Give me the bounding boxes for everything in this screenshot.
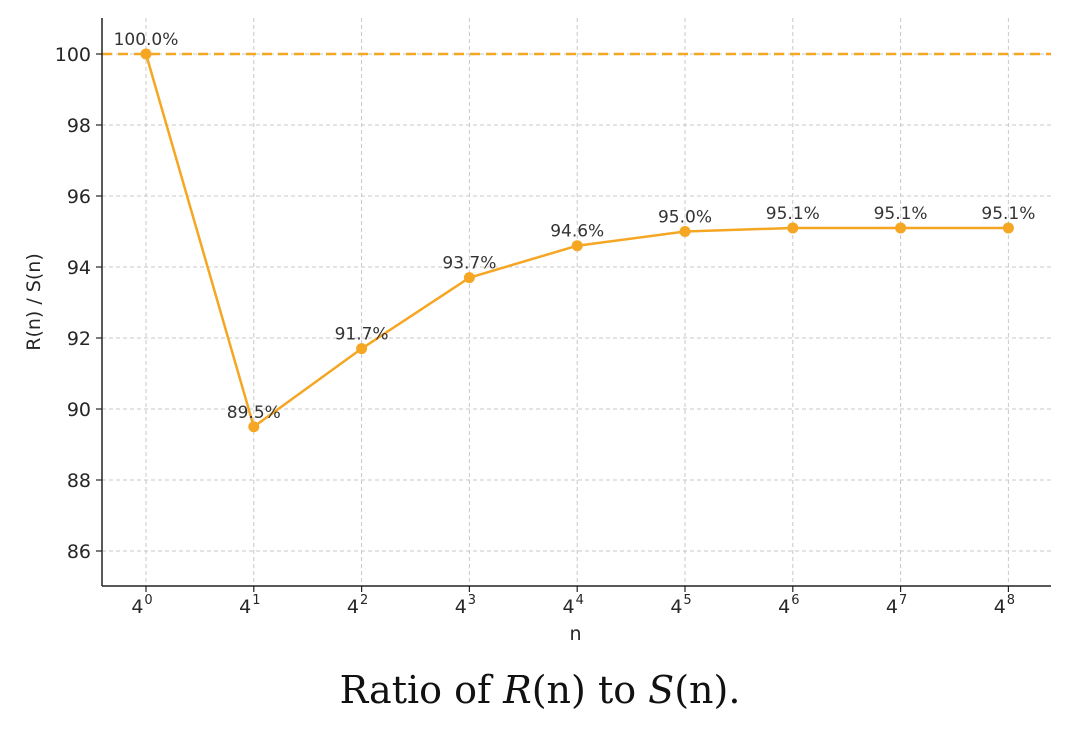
y-tick-label: 100 (55, 44, 91, 66)
x-tick-label: 42 (347, 593, 368, 618)
y-axis-title: R(n) / S(n) (23, 253, 45, 350)
data-label: 94.6% (550, 222, 604, 242)
data-point (248, 421, 260, 433)
y-tick-label: 94 (67, 257, 91, 279)
data-label: 95.1% (874, 204, 928, 224)
data-point (1002, 222, 1014, 234)
caption-s-args: (n) (674, 668, 729, 712)
ratio-chart: 100.0% 89.5% 91.7% 93.7% 94.6% 95.0% 95.1% 95.1… (23, 18, 1051, 645)
y-tick-label: 90 (67, 399, 91, 421)
caption-middle: to (585, 668, 649, 712)
data-label: 91.7% (335, 325, 389, 345)
x-tick-label: 47 (886, 593, 907, 618)
data-point (895, 222, 907, 234)
x-tick-label: 48 (994, 593, 1015, 618)
y-tick-label: 98 (67, 115, 91, 137)
x-tick-label: 46 (778, 593, 799, 618)
x-tick-label: 45 (670, 593, 691, 618)
data-point (356, 343, 368, 355)
caption-r-args: (n) (531, 668, 586, 712)
y-tick-label: 96 (67, 186, 91, 208)
series-line-group (140, 48, 1014, 433)
data-label: 95.0% (658, 208, 712, 228)
grid (102, 18, 1051, 586)
data-point (463, 272, 475, 284)
x-tick-label: 43 (455, 593, 476, 618)
axes (96, 18, 1051, 592)
caption-s-symbol: S (648, 668, 675, 712)
x-tick-label: 44 (563, 593, 584, 618)
caption-prefix: Ratio of (339, 668, 504, 712)
data-label: 93.7% (442, 254, 496, 274)
x-tick-label: 41 (239, 593, 260, 618)
y-tick-label: 92 (67, 328, 91, 350)
data-label: 95.1% (981, 204, 1035, 224)
data-point (679, 226, 691, 237)
data-labels: 100.0% 89.5% 91.7% 93.7% 94.6% 95.0% 95.1% 95.1… (114, 30, 1036, 423)
y-tick-label: 88 (67, 470, 91, 492)
x-tick-label: 40 (131, 593, 152, 618)
data-label: 89.5% (227, 403, 281, 423)
data-label: 95.1% (766, 204, 820, 224)
caption-r-symbol: R (503, 668, 532, 712)
data-label: 100.0% (114, 30, 179, 50)
caption-suffix: . (728, 668, 741, 712)
x-axis-title: n (569, 623, 581, 645)
y-tick-label: 86 (67, 541, 91, 563)
data-point (571, 240, 583, 252)
tick-labels: 86 88 90 92 94 96 98 100 40 41 42 43 44 45 46 47 48 (55, 44, 1015, 618)
data-point (140, 48, 152, 60)
figure-caption: Ratio of R(n) to S(n). (0, 668, 1080, 712)
data-point (787, 222, 799, 234)
